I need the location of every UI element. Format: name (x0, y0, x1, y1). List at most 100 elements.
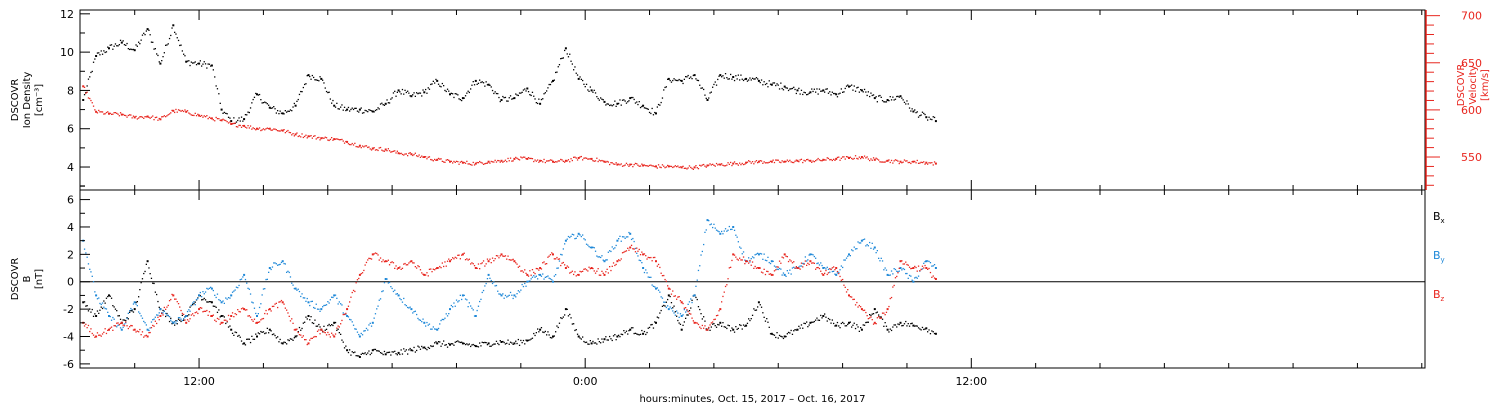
data-point (673, 305, 675, 307)
data-point (256, 315, 258, 317)
data-point (503, 297, 505, 299)
data-point (265, 309, 267, 312)
data-point (544, 330, 546, 333)
data-point (807, 158, 809, 161)
data-point (413, 311, 415, 313)
data-point (869, 317, 871, 319)
data-point (693, 294, 696, 297)
data-point (548, 83, 550, 86)
data-point (365, 145, 368, 147)
data-point (338, 108, 340, 110)
data-point (170, 298, 172, 301)
data-point (908, 274, 911, 277)
data-point (360, 332, 362, 335)
data-point (925, 116, 928, 119)
data-point (902, 161, 904, 163)
data-point (776, 332, 778, 334)
data-point (481, 262, 483, 264)
data-point (812, 160, 814, 162)
data-point (419, 269, 422, 271)
data-point (355, 355, 357, 357)
data-point (746, 161, 749, 163)
data-point (410, 153, 413, 156)
data-point (364, 330, 366, 332)
data-point (726, 230, 728, 232)
data-point (625, 236, 628, 238)
data-point (858, 156, 860, 158)
data-point (759, 252, 761, 255)
data-point (529, 157, 531, 160)
data-point (358, 335, 361, 338)
data-point (620, 240, 622, 242)
data-point (513, 294, 516, 297)
data-point (799, 327, 801, 329)
data-point (154, 291, 156, 293)
data-point (133, 328, 136, 331)
data-point (719, 321, 722, 324)
data-point (493, 260, 495, 262)
data-point (607, 251, 609, 253)
data-point (931, 330, 933, 332)
data-point (199, 60, 201, 62)
data-point (901, 260, 903, 262)
data-point (921, 161, 924, 164)
data-point (233, 290, 235, 292)
data-point (271, 266, 274, 268)
data-point (609, 266, 611, 268)
data-point (867, 91, 869, 93)
data-point (570, 317, 572, 319)
data-point (546, 160, 548, 162)
data-point (667, 287, 670, 290)
data-point (414, 152, 416, 154)
data-point (113, 112, 115, 114)
data-point (352, 144, 355, 146)
data-point (291, 282, 293, 284)
data-point (432, 80, 434, 82)
data-point (628, 249, 630, 251)
data-point (919, 270, 921, 272)
data-point (175, 298, 177, 300)
data-point (932, 265, 934, 267)
data-point (454, 305, 456, 307)
data-point (101, 302, 104, 304)
data-point (778, 260, 781, 262)
data-point (98, 109, 100, 112)
data-point (657, 317, 660, 319)
data-point (467, 163, 469, 165)
data-point (669, 79, 671, 82)
data-point (260, 330, 262, 333)
data-point (96, 298, 99, 300)
data-point (647, 276, 649, 278)
data-point (361, 272, 364, 274)
data-point (704, 165, 706, 167)
panel-frames (79, 9, 1426, 369)
data-point (659, 104, 661, 106)
data-point (547, 275, 549, 277)
data-point (247, 315, 249, 317)
data-point (361, 145, 364, 147)
data-point (547, 87, 549, 89)
data-point (574, 66, 576, 68)
data-point (835, 267, 838, 269)
data-point (110, 326, 113, 328)
data-point (894, 268, 897, 271)
data-point (297, 98, 299, 101)
data-point (323, 304, 325, 307)
data-point (834, 159, 836, 161)
data-point (817, 266, 819, 269)
data-point (547, 160, 549, 162)
data-point (627, 164, 629, 166)
data-point (778, 161, 781, 163)
data-point (156, 322, 158, 325)
data-point (204, 63, 207, 65)
data-point (718, 324, 720, 326)
data-point (919, 162, 921, 164)
data-point (100, 303, 102, 306)
data-point (530, 338, 532, 340)
data-point (361, 112, 364, 114)
data-point (296, 132, 298, 134)
data-point (489, 258, 491, 260)
data-point (757, 306, 759, 308)
data-point (437, 341, 440, 343)
data-point (516, 157, 518, 159)
